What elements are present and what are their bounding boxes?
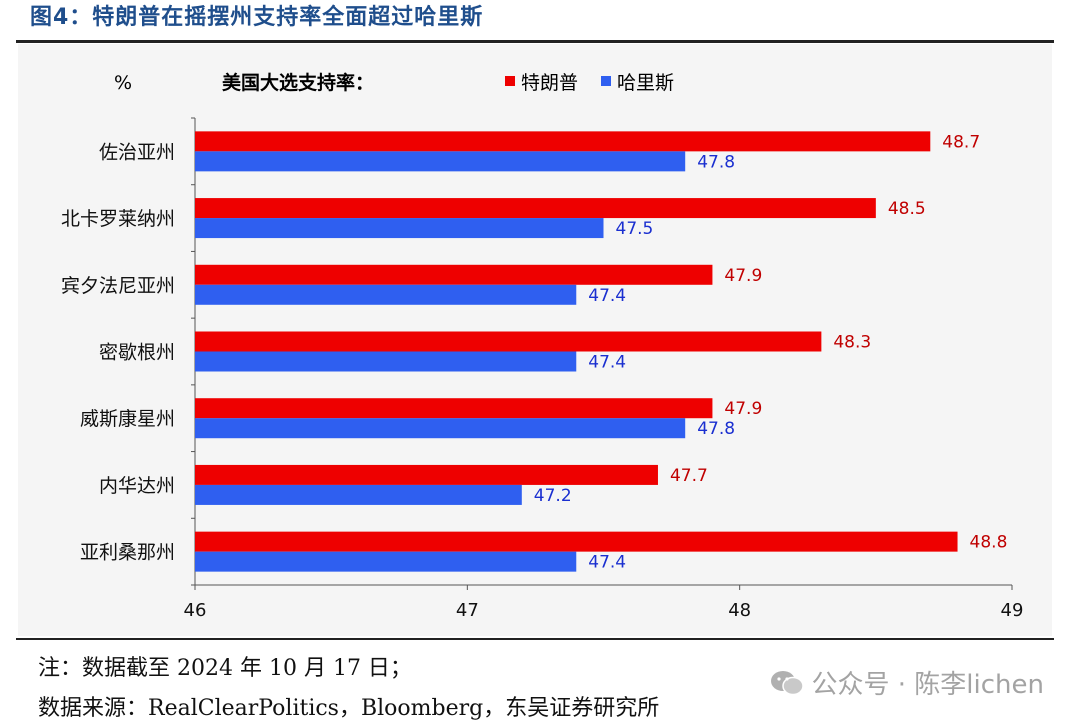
bar-harris <box>195 218 604 239</box>
bar-trump <box>195 531 958 552</box>
data-label-harris: 47.8 <box>697 419 735 439</box>
legend-label-harris: 哈里斯 <box>617 72 674 94</box>
x-tick-label: 48 <box>728 600 751 621</box>
legend-swatch-trump <box>505 76 515 86</box>
data-label-harris: 47.4 <box>588 286 626 306</box>
category-label: 亚利桑那州 <box>80 542 175 564</box>
legend-label-trump: 特朗普 <box>521 72 578 94</box>
data-label-trump: 47.7 <box>670 466 708 486</box>
category-label: 内华达州 <box>99 475 175 497</box>
data-label-harris: 47.4 <box>588 553 626 573</box>
x-tick-label: 46 <box>184 600 207 621</box>
data-label-harris: 47.5 <box>616 219 654 239</box>
category-label: 宾夕法尼亚州 <box>61 275 175 297</box>
data-label-trump: 47.9 <box>724 399 762 419</box>
data-label-harris: 47.8 <box>697 152 735 172</box>
data-label-trump: 48.8 <box>970 533 1008 553</box>
watermark: 公众号 · 陈李lichen <box>770 664 1045 701</box>
footnote: 注：数据截至 2024 年 10 月 17 日； <box>38 656 412 681</box>
watermark-text: 公众号 · 陈李lichen <box>811 670 1045 700</box>
data-label-trump: 48.7 <box>942 132 980 152</box>
bar-harris <box>195 151 686 172</box>
wechat-icon <box>770 670 804 695</box>
bar-harris <box>195 351 577 372</box>
bar-trump <box>195 131 931 152</box>
bar-trump <box>195 464 658 485</box>
unit-label: % <box>114 72 132 94</box>
data-label-trump: 47.9 <box>724 266 762 286</box>
bar-trump <box>195 331 822 352</box>
bar-harris <box>195 484 522 505</box>
legend-swatch-harris <box>601 76 611 86</box>
data-label-trump: 48.3 <box>833 333 871 353</box>
category-label: 佐治亚州 <box>99 141 175 163</box>
bar-harris <box>195 284 577 305</box>
figure-title: 图4：特朗普在摇摆州支持率全面超过哈里斯 <box>30 5 484 30</box>
data-label-harris: 47.4 <box>588 353 626 373</box>
bottom-rule <box>16 638 1054 640</box>
x-tick-label: 49 <box>1001 600 1024 621</box>
bar-harris <box>195 418 686 439</box>
x-tick-label: 47 <box>456 600 479 621</box>
data-label-trump: 48.5 <box>888 199 926 219</box>
bar-trump <box>195 198 876 219</box>
category-label: 北卡罗莱纳州 <box>61 208 175 230</box>
bar-trump <box>195 398 713 419</box>
category-label: 威斯康星州 <box>80 408 175 430</box>
bar-trump <box>195 264 713 285</box>
chart-title: 美国大选支持率： <box>222 71 374 94</box>
category-label: 密歇根州 <box>99 342 175 364</box>
data-label-harris: 47.2 <box>534 486 572 506</box>
bar-harris <box>195 551 577 572</box>
source-line: 数据来源：RealClearPolitics，Bloomberg，东吴证券研究所 <box>38 696 660 721</box>
top-rule <box>16 40 1054 43</box>
